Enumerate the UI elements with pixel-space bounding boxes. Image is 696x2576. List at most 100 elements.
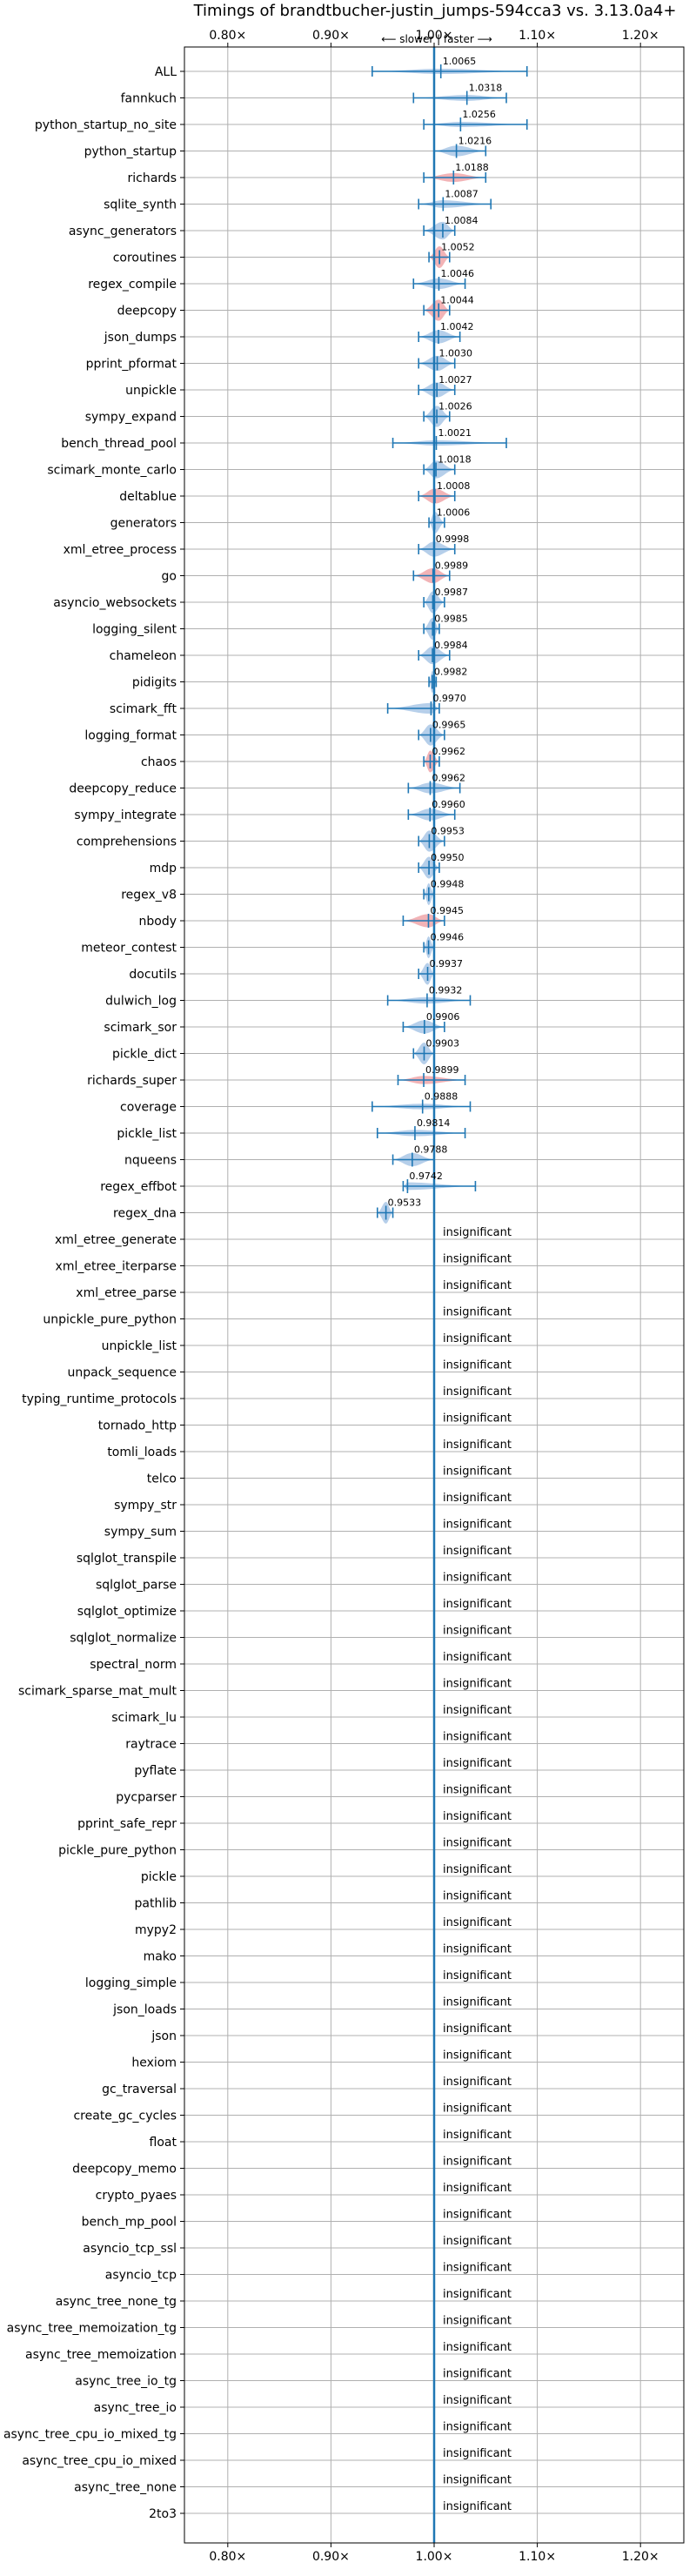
insignificant-label: insignificant: [443, 1731, 512, 1744]
benchmark-name-label: xml_etree_iterparse: [56, 1260, 177, 1274]
insignificant-label: insignificant: [443, 1412, 512, 1426]
benchmark-name-label: pycparser: [116, 1791, 177, 1805]
benchmark-name-label: python_startup_no_site: [35, 118, 177, 132]
benchmark-name-label: nqueens: [124, 1154, 177, 1168]
benchmark-name-label: spectral_norm: [90, 1658, 177, 1672]
benchmark-name-label: nbody: [139, 915, 177, 929]
benchmark-name-label: async_tree_memoization_tg: [7, 2322, 177, 2336]
x-tick-label-top: 1.20×: [622, 29, 659, 43]
insignificant-label: insignificant: [443, 1704, 512, 1717]
value-label-fannkuch: 1.0318: [469, 83, 503, 94]
benchmark-name-label: raytrace: [125, 1738, 177, 1752]
value-label-ALL: 1.0065: [443, 56, 477, 67]
value-label-python_startup_no_site: 1.0256: [462, 109, 496, 120]
benchmark-name-label: mako: [144, 1950, 177, 1964]
x-tick-label-top: 1.10×: [519, 29, 556, 43]
benchmark-name-label: chaos: [141, 755, 177, 769]
benchmark-name-label: async_tree_none_tg: [56, 2295, 177, 2309]
value-label-chaos: 0.9962: [432, 746, 465, 757]
benchmark-name-label: scimark_sparse_mat_mult: [18, 1685, 177, 1699]
benchmark-name-label: sqlglot_parse: [96, 1579, 177, 1593]
value-label-logging_format: 0.9965: [432, 720, 466, 731]
benchmark-name-label: pidigits: [132, 676, 177, 690]
value-label-regex_effbot: 0.9742: [409, 1171, 443, 1182]
benchmark-name-label: dulwich_log: [105, 995, 177, 1009]
benchmark-name-label: sqlite_synth: [104, 198, 177, 212]
benchmark-name-label: unpickle_pure_python: [43, 1313, 177, 1327]
insignificant-label: insignificant: [443, 2394, 512, 2407]
value-label-nbody: 0.9945: [430, 905, 464, 916]
benchmark-name-label: sympy_expand: [85, 411, 177, 425]
value-label-asyncio_websockets: 0.9987: [434, 587, 468, 598]
benchmark-name-label: json_dumps: [104, 331, 177, 345]
benchmark-name-label: bench_thread_pool: [61, 437, 177, 451]
benchmark-name-label: logging_simple: [85, 1976, 177, 1990]
benchmark-name-label: unpack_sequence: [68, 1366, 177, 1380]
value-label-regex_v8: 0.9948: [431, 879, 465, 890]
benchmark-name-label: tornado_http: [98, 1419, 177, 1433]
benchmark-name-label: pickle: [141, 1870, 177, 1884]
benchmark-name-label: xml_etree_process: [64, 543, 177, 557]
benchmark-name-label: coverage: [120, 1101, 177, 1115]
benchmark-name-label: 2to3: [149, 2507, 177, 2521]
insignificant-label: insignificant: [443, 1916, 512, 1929]
insignificant-label: insignificant: [443, 1651, 512, 1664]
insignificant-label: insignificant: [443, 1253, 512, 1266]
insignificant-label: insignificant: [443, 2474, 512, 2487]
benchmark-name-label: coroutines: [113, 252, 177, 265]
insignificant-label: insignificant: [443, 1969, 512, 1982]
insignificant-label: insignificant: [443, 1678, 512, 1691]
x-tick-label-top: 0.80×: [209, 29, 246, 43]
insignificant-label: insignificant: [443, 1385, 512, 1399]
value-label-mdp: 0.9950: [431, 852, 465, 863]
insignificant-label: insignificant: [443, 1226, 512, 1239]
insignificant-label: insignificant: [443, 1466, 512, 1479]
benchmark-name-label: async_tree_none: [74, 2481, 177, 2495]
value-label-json_dumps: 1.0042: [440, 321, 473, 332]
insignificant-label: insignificant: [443, 1492, 512, 1505]
value-label-nqueens: 0.9788: [414, 1144, 448, 1156]
benchmark-name-label: async_tree_io: [94, 2401, 177, 2415]
value-label-chameleon: 0.9984: [434, 640, 468, 651]
benchmark-name-label: deltablue: [119, 490, 177, 504]
benchmark-name-label: richards: [128, 171, 177, 185]
value-label-go: 0.9989: [435, 560, 468, 572]
x-tick-label-bottom: 1.10×: [519, 2550, 556, 2564]
benchmark-name-label: deepcopy_reduce: [69, 782, 177, 796]
benchmark-name-label: unpickle_list: [102, 1339, 177, 1353]
benchmark-name-label: async_tree_memoization: [25, 2348, 177, 2362]
value-label-deepcopy_reduce: 0.9962: [432, 773, 465, 784]
benchmark-name-label: regex_effbot: [100, 1180, 177, 1194]
value-label-scimark_monte_carlo: 1.0018: [438, 454, 472, 466]
insignificant-label: insignificant: [443, 1332, 512, 1345]
benchmark-name-label: sympy_str: [114, 1499, 177, 1513]
insignificant-label: insignificant: [443, 1837, 512, 1850]
benchmark-name-label: go: [162, 570, 177, 584]
value-label-async_generators: 1.0084: [445, 215, 478, 226]
value-label-dulwich_log: 0.9932: [429, 985, 463, 996]
benchmark-name-label: regex_dna: [113, 1207, 177, 1221]
benchmark-name-label: scimark_sor: [104, 1021, 177, 1035]
value-label-pidigits: 0.9982: [434, 667, 468, 678]
insignificant-label: insignificant: [443, 2209, 512, 2222]
benchmark-name-label: scimark_lu: [111, 1711, 177, 1725]
x-tick-label-bottom: 0.90×: [312, 2550, 350, 2564]
insignificant-label: insignificant: [443, 2103, 512, 2116]
value-label-scimark_sor: 0.9906: [426, 1011, 459, 1023]
value-label-coroutines: 1.0052: [441, 242, 475, 253]
benchmark-name-label: async_tree_cpu_io_mixed_tg: [3, 2428, 177, 2442]
benchmark-name-label: sqlglot_optimize: [77, 1605, 177, 1619]
insignificant-label: insignificant: [443, 1625, 512, 1638]
grid-layer: 0.80× 0.80× 0.90× 0.90× 1.00× 1.00× 1.10× 1.10×…: [3, 29, 684, 2564]
value-label-pickle_list: 0.9814: [417, 1117, 450, 1129]
insignificant-label: insignificant: [443, 2341, 512, 2354]
insignificant-label: insignificant: [443, 1757, 512, 1770]
benchmark-name-label: async_generators: [69, 225, 177, 238]
benchmark-name-label: pathlib: [135, 1897, 177, 1911]
insignificant-label: insignificant: [443, 1784, 512, 1797]
benchmark-name-label: sqlglot_transpile: [77, 1552, 177, 1566]
insignificant-label: insignificant: [443, 2262, 512, 2275]
x-tick-label-top: 1.00×: [416, 29, 453, 43]
benchmark-name-label: xml_etree_generate: [55, 1233, 177, 1247]
